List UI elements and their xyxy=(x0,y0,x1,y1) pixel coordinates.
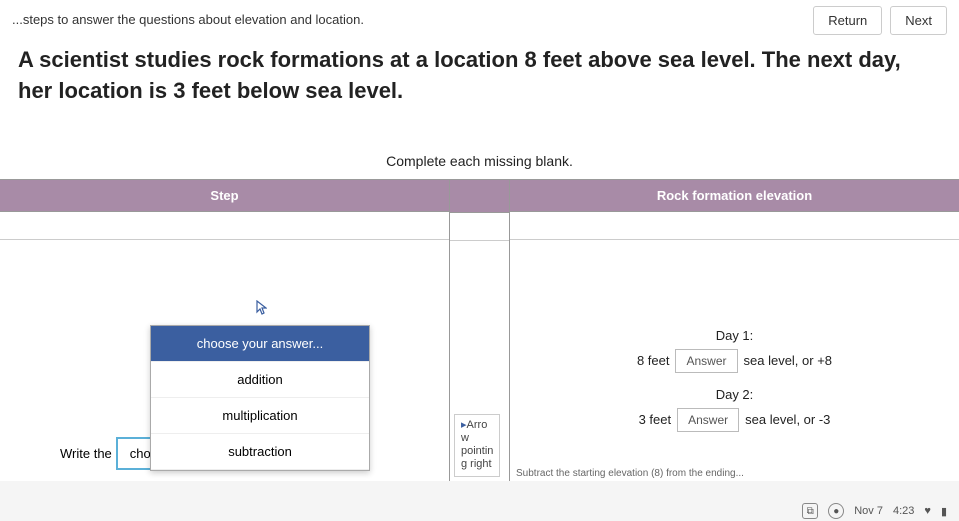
instruction-text: ...steps to answer the questions about e… xyxy=(12,6,364,27)
answer-table: Step choose your answer... addition mult… xyxy=(0,179,959,481)
battery-icon: ▮ xyxy=(941,505,947,518)
step-column: Step choose your answer... addition mult… xyxy=(0,180,450,481)
day1-text: sea level, or +8 xyxy=(744,353,833,368)
day2-text: sea level, or -3 xyxy=(745,412,830,427)
day2-feet: 3 feet xyxy=(639,412,672,427)
write-prefix: Write the xyxy=(60,446,112,461)
day1-answer-select[interactable]: Answer xyxy=(675,349,737,373)
copy-icon[interactable]: ⧉ xyxy=(802,503,818,519)
elevation-column: Rock formation elevation Day 1: 8 feet A… xyxy=(510,180,959,481)
heart-icon: ♥ xyxy=(924,505,931,517)
page-header: ...steps to answer the questions about e… xyxy=(0,0,959,41)
elevation-column-header: Rock formation elevation xyxy=(510,180,959,212)
step-column-header: Step xyxy=(0,180,449,212)
subheading: Complete each missing blank. xyxy=(0,125,959,179)
elevation-body: Day 1: 8 feet Answer sea level, or +8 Da… xyxy=(510,240,959,480)
dropdown-list: choose your answer... addition multiplic… xyxy=(150,325,370,471)
arrow-column: ▸Arro w pointin g right xyxy=(450,180,510,481)
dropdown-option-subtraction[interactable]: subtraction xyxy=(151,434,369,470)
day2-line: 3 feet Answer sea level, or -3 xyxy=(522,408,947,432)
dropdown-option-addition[interactable]: addition xyxy=(151,362,369,398)
day1-line: 8 feet Answer sea level, or +8 xyxy=(522,349,947,373)
question-text: A scientist studies rock formations at a… xyxy=(18,45,941,107)
record-icon[interactable]: ● xyxy=(828,503,844,519)
next-button[interactable]: Next xyxy=(890,6,947,35)
footer-date: Nov 7 xyxy=(854,505,883,517)
day2-label: Day 2: xyxy=(522,387,947,402)
truncated-hint: Subtract the starting elevation (8) from… xyxy=(516,468,744,479)
dropdown-placeholder[interactable]: choose your answer... xyxy=(151,326,369,362)
day1-feet: 8 feet xyxy=(637,353,670,368)
cursor-icon xyxy=(150,300,370,319)
question-block: A scientist studies rock formations at a… xyxy=(0,41,959,125)
day2-answer-select[interactable]: Answer xyxy=(677,408,739,432)
dropdown-menu: choose your answer... addition multiplic… xyxy=(150,300,370,471)
step-body: choose your answer... addition multiplic… xyxy=(0,240,449,480)
arrow-column-header xyxy=(450,180,509,213)
return-button[interactable]: Return xyxy=(813,6,882,35)
top-buttons: Return Next xyxy=(813,6,947,35)
arrow-right-icon: ▸Arro w pointin g right xyxy=(454,414,500,477)
dropdown-option-multiplication[interactable]: multiplication xyxy=(151,398,369,434)
footer-time: 4:23 xyxy=(893,505,914,517)
system-footer: ⧉ ● Nov 7 4:23 ♥ ▮ xyxy=(802,503,947,519)
day1-label: Day 1: xyxy=(522,328,947,343)
